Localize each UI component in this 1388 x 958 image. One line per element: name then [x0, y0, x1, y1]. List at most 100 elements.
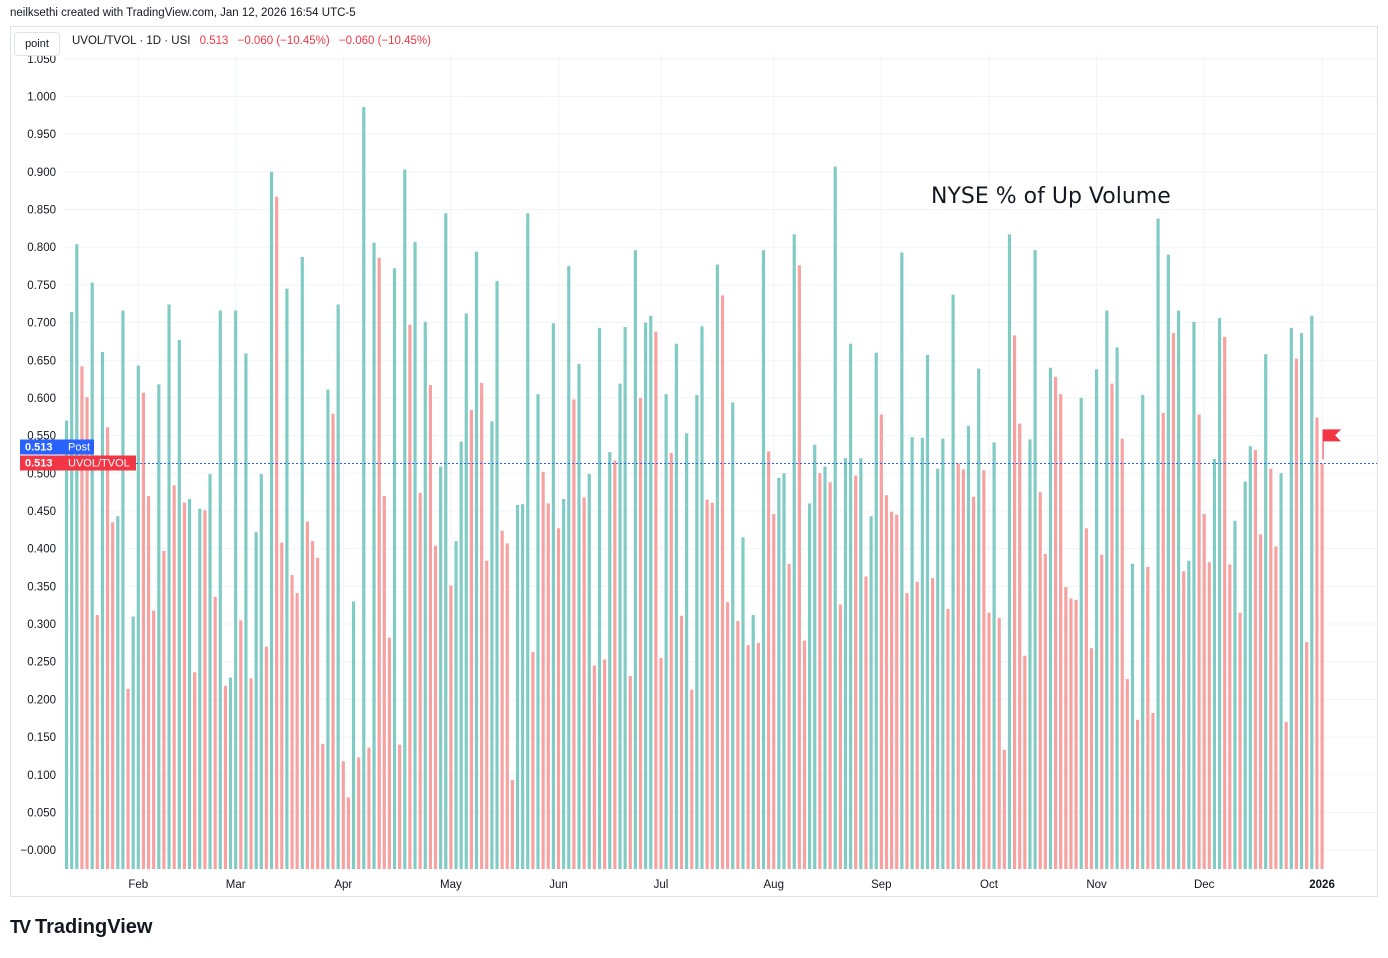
- bar: [485, 560, 489, 869]
- bar: [121, 310, 125, 869]
- bar: [203, 510, 207, 869]
- bar: [1135, 719, 1140, 869]
- bar: [280, 542, 284, 869]
- bar: [408, 324, 412, 869]
- y-tick-label: 0.350: [27, 581, 56, 593]
- bar: [874, 352, 878, 869]
- y-tick-label: 0.750: [27, 280, 56, 292]
- bar: [1212, 458, 1217, 869]
- point-button[interactable]: point: [14, 32, 60, 56]
- bar: [813, 444, 817, 869]
- x-tick-label: Apr: [334, 879, 352, 891]
- bar: [418, 492, 422, 869]
- bar: [193, 672, 197, 869]
- bar: [659, 657, 663, 869]
- bar: [413, 241, 417, 869]
- x-tick-label: Nov: [1086, 879, 1107, 891]
- bar: [1197, 414, 1201, 869]
- bar: [931, 578, 935, 869]
- price-label-value-box: [20, 455, 64, 471]
- bar: [269, 171, 274, 869]
- bar: [551, 323, 555, 870]
- tradingview-brand: TV TradingView: [10, 916, 152, 939]
- y-tick-label: 1.050: [27, 54, 56, 66]
- tradingview-wordmark: TradingView: [35, 916, 153, 938]
- bar: [70, 312, 74, 870]
- bar: [690, 689, 694, 869]
- bar: [536, 394, 540, 869]
- bar: [1223, 336, 1227, 869]
- bar: [1100, 554, 1104, 869]
- bar: [787, 563, 791, 869]
- bar: [64, 420, 69, 869]
- bar: [1110, 383, 1114, 869]
- price-label-name-box: [64, 439, 94, 455]
- x-tick-label: Feb: [128, 879, 148, 891]
- bar: [100, 351, 105, 870]
- bar: [1007, 234, 1012, 870]
- bar: [398, 744, 402, 869]
- bar: [1253, 449, 1258, 869]
- bar: [946, 608, 950, 869]
- bar: [295, 593, 299, 869]
- bar: [351, 601, 356, 869]
- bar: [1192, 321, 1196, 869]
- bar: [833, 166, 837, 869]
- bar: [336, 304, 340, 869]
- bar: [346, 797, 350, 869]
- flag-icon: [1322, 429, 1342, 460]
- y-tick-label: 1.000: [27, 91, 56, 103]
- bar: [710, 502, 714, 869]
- bar: [987, 612, 991, 869]
- x-tick-label: Sep: [871, 879, 891, 891]
- bar: [1048, 367, 1053, 869]
- bar: [510, 780, 514, 869]
- bar: [531, 651, 535, 869]
- bar: [372, 242, 376, 869]
- x-tick-label: Aug: [764, 879, 784, 891]
- bar: [444, 213, 448, 869]
- bar: [982, 470, 986, 869]
- bar: [843, 458, 848, 869]
- bar: [1043, 553, 1047, 869]
- bar: [198, 508, 202, 869]
- bar: [797, 265, 801, 869]
- bar: [705, 499, 709, 869]
- bar: [259, 474, 263, 869]
- bar: [126, 688, 130, 869]
- bar: [823, 466, 827, 869]
- bar: [1084, 528, 1088, 869]
- bar: [218, 310, 222, 869]
- bar: [582, 497, 586, 869]
- bar: [167, 304, 171, 869]
- bar: [977, 368, 981, 869]
- y-tick-label: 0.700: [27, 318, 56, 330]
- bar: [905, 593, 909, 869]
- bar: [1069, 598, 1073, 869]
- bar: [761, 250, 766, 870]
- symbol-change: −0.060 (−10.45%): [237, 35, 330, 47]
- bar: [428, 385, 432, 869]
- bar: [1176, 310, 1181, 869]
- bar: [310, 541, 315, 869]
- bar: [474, 251, 479, 869]
- bar: [546, 503, 550, 869]
- bar: [936, 468, 940, 869]
- bar: [146, 495, 151, 869]
- bar: [556, 528, 561, 869]
- bar: [941, 438, 945, 869]
- bar: [633, 250, 637, 870]
- bar: [1115, 347, 1119, 870]
- bar: [1141, 394, 1145, 869]
- bar: [1274, 546, 1278, 869]
- bar: [669, 452, 673, 869]
- bar: [90, 282, 94, 869]
- price-label-name: Post: [68, 442, 90, 454]
- bar: [177, 339, 181, 869]
- bar: [854, 475, 858, 869]
- y-tick-label: 0.500: [27, 468, 56, 480]
- bar: [1182, 571, 1186, 869]
- symbol-name: UVOL/TVOL · 1D · USI: [72, 35, 191, 47]
- bar: [623, 327, 627, 869]
